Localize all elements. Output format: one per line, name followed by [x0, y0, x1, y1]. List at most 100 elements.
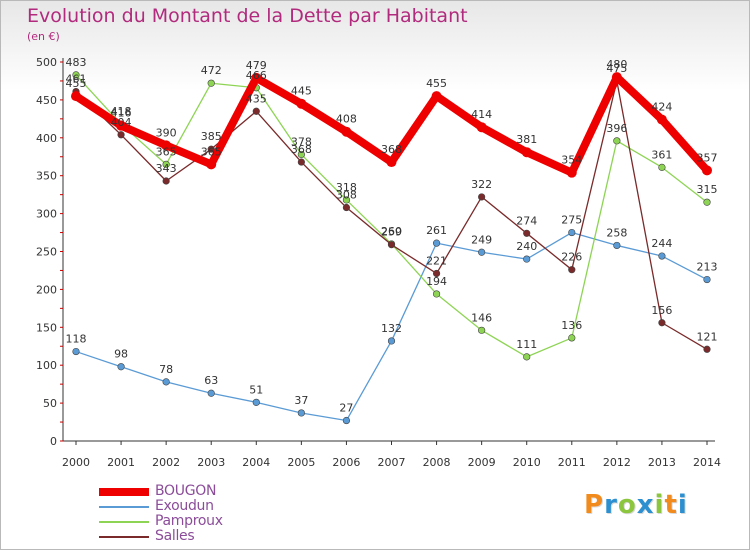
- point-exoudun: [162, 378, 170, 386]
- legend-swatch: [99, 506, 149, 508]
- data-label-exoudun: 98: [114, 348, 128, 361]
- point-exoudun: [297, 409, 305, 417]
- point-pamproux: [703, 198, 711, 206]
- y-tick-label: 0: [50, 435, 57, 448]
- data-label-bougon: 424: [651, 101, 672, 114]
- point-salles: [387, 241, 396, 249]
- point-salles: [162, 177, 170, 185]
- point-bougon: [296, 98, 307, 109]
- legend-label: BOUGON: [155, 483, 217, 499]
- y-tick-label: 250: [36, 246, 57, 259]
- data-label-bougon: 365: [201, 145, 222, 158]
- data-label-exoudun: 51: [249, 383, 263, 396]
- point-salles: [523, 229, 531, 237]
- point-exoudun: [523, 255, 531, 263]
- point-exoudun: [568, 228, 576, 237]
- point-bougon: [702, 165, 712, 176]
- data-label-bougon: 416: [111, 107, 132, 120]
- axes: 0 50 100 150 200 250 300 350 400 450 500 2000 2001 20…: [36, 56, 721, 469]
- x-tick-label: 2001: [107, 456, 135, 469]
- legend-item-pamproux: Pamproux: [99, 513, 399, 529]
- point-exoudun: [432, 239, 441, 247]
- point-pamproux: [342, 196, 351, 204]
- data-label-pamproux: 260: [381, 225, 402, 238]
- data-label-salles: 259: [381, 226, 402, 239]
- proxiti-logo: Proxiti: [584, 490, 688, 520]
- data-label-pamproux: 136: [561, 319, 582, 332]
- point-bougon: [656, 114, 667, 125]
- data-label-salles: 308: [336, 189, 357, 202]
- x-tick-label: 2010: [513, 456, 541, 469]
- data-label-salles: 368: [291, 143, 312, 156]
- point-pamproux: [658, 163, 666, 171]
- point-pamproux: [478, 326, 486, 334]
- data-label-bougon: 408: [336, 113, 357, 126]
- point-salles: [478, 193, 486, 201]
- x-tick-label: 2007: [378, 456, 406, 469]
- data-label-salles: 156: [651, 304, 672, 317]
- point-salles: [117, 131, 125, 139]
- point-exoudun: [658, 252, 666, 260]
- point-salles: [252, 107, 260, 115]
- data-label-exoudun: 213: [697, 261, 718, 274]
- point-pamproux: [613, 137, 621, 145]
- legend-swatch: [99, 536, 149, 538]
- point-bougon: [431, 91, 442, 102]
- y-tick-label: 100: [36, 359, 57, 372]
- logo-letter: P: [584, 490, 605, 520]
- logo-letter: r: [604, 490, 618, 520]
- y-tick-label: 50: [43, 397, 57, 410]
- data-label-bougon: 479: [246, 59, 267, 72]
- series-layer: [71, 71, 712, 425]
- point-pamproux: [207, 79, 215, 87]
- data-label-pamproux: 466: [246, 69, 267, 82]
- legend-label: Exoudun: [155, 498, 214, 514]
- data-label-bougon: 480: [606, 58, 627, 71]
- point-pamproux: [523, 353, 531, 361]
- point-bougon: [116, 120, 127, 131]
- point-pamproux: [72, 71, 80, 79]
- point-pamproux: [432, 290, 441, 298]
- data-label-salles: 322: [471, 178, 492, 191]
- data-label-salles: 221: [426, 254, 447, 267]
- data-label-bougon: 354: [561, 154, 582, 167]
- point-exoudun: [387, 337, 396, 345]
- y-tick-label: 400: [36, 132, 57, 145]
- data-label-pamproux: 111: [516, 338, 537, 351]
- point-pamproux: [568, 334, 576, 342]
- data-label-bougon: 368: [381, 143, 402, 156]
- data-label-pamproux: 483: [66, 56, 87, 69]
- point-exoudun: [207, 389, 215, 397]
- legend-label: Pamproux: [155, 513, 223, 529]
- y-tick-label: 300: [36, 208, 57, 221]
- x-tick-label: 2004: [242, 456, 270, 469]
- data-label-exoudun: 258: [606, 226, 627, 239]
- x-tick-label: 2005: [287, 456, 315, 469]
- x-tick-label: 2009: [468, 456, 496, 469]
- y-tick-label: 200: [36, 283, 57, 296]
- data-label-exoudun: 249: [471, 233, 492, 246]
- logo-letter: i: [677, 490, 688, 520]
- logo-letter: i: [654, 490, 665, 520]
- point-bougon: [71, 91, 81, 102]
- data-label-salles: 226: [561, 251, 582, 264]
- data-label-exoudun: 78: [159, 363, 173, 376]
- data-label-pamproux: 361: [651, 148, 672, 161]
- data-label-exoudun: 63: [204, 374, 218, 387]
- data-label-bougon: 357: [697, 151, 718, 164]
- logo-letter: x: [636, 490, 655, 520]
- y-tick-label: 150: [36, 321, 57, 334]
- x-tick-label: 2002: [152, 456, 180, 469]
- series-line-pamproux: [75, 74, 708, 358]
- data-label-salles: 475: [606, 62, 627, 75]
- x-tick-label: 2008: [423, 456, 451, 469]
- data-label-bougon: 455: [66, 77, 87, 90]
- data-label-bougon: 455: [426, 77, 447, 90]
- data-label-salles: 385: [201, 130, 222, 143]
- data-label-pamproux: 365: [156, 145, 177, 158]
- data-label-salles: 343: [156, 162, 177, 175]
- x-tick-label: 2012: [603, 456, 631, 469]
- data-label-bougon: 390: [156, 126, 177, 139]
- data-labels: 118 98 78 63 51 37 27 132 261 249 240 275 258 244 213 4…: [66, 56, 718, 415]
